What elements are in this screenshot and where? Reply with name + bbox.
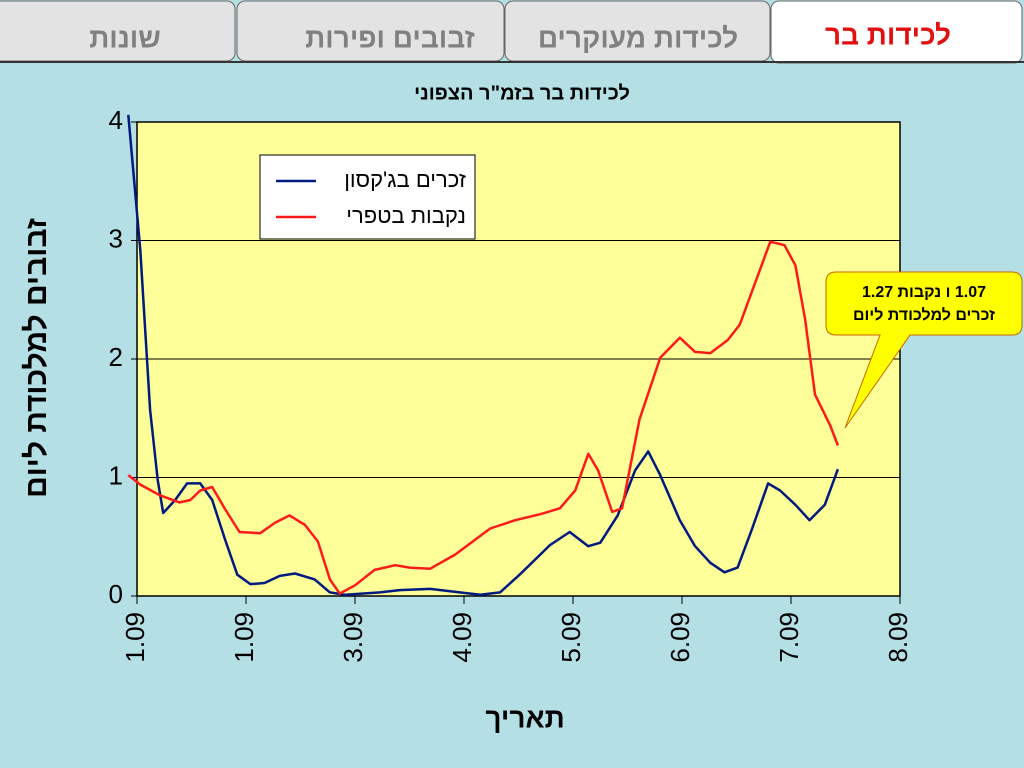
x-tick-label: 4.09	[447, 612, 477, 663]
tab-label[interactable]: לכידות מעוקרים	[538, 22, 738, 53]
legend-label: נקבות בטפרי	[346, 203, 466, 228]
x-tick-label: 5.09	[556, 612, 586, 663]
x-tick-label: 6.09	[665, 612, 695, 663]
y-tick-label: 4	[109, 105, 123, 135]
legend-box	[259, 154, 476, 240]
callout-text: זכרים למלכודת ליום	[853, 306, 995, 324]
x-tick-label: 1.09	[120, 612, 150, 663]
series-line	[127, 240, 840, 595]
y-axis-label: זבובים למלכודת ליום	[20, 218, 53, 498]
tab-label[interactable]: שונות	[89, 22, 161, 53]
x-axis-label: תאריך	[485, 702, 564, 733]
callout-text: 1.07 ו נקבות 1.27	[862, 284, 986, 301]
y-tick-label: 1	[109, 460, 123, 490]
tab-label[interactable]: לכידות בר	[825, 19, 951, 50]
x-tick-label: 7.09	[774, 612, 804, 663]
tab-label[interactable]: זבובים ופירות	[305, 22, 475, 53]
legend-label: זכרים בג'קסון	[344, 167, 466, 192]
y-tick-label: 0	[109, 579, 123, 609]
callout	[825, 271, 1023, 429]
chart-title: לכידות בר בזמ"ר הצפוני	[414, 82, 630, 104]
x-tick-label: 1.09	[229, 612, 259, 663]
x-tick-label: 8.09	[883, 612, 913, 663]
y-tick-label: 2	[109, 342, 123, 372]
x-tick-label: 3.09	[338, 612, 368, 663]
y-tick-label: 3	[109, 223, 123, 253]
